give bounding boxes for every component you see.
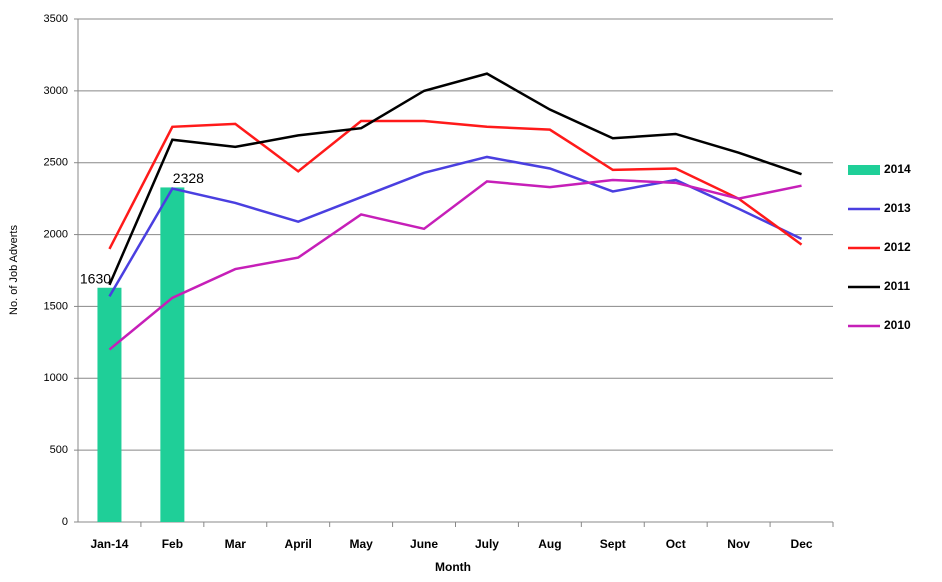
x-axis-label: Month <box>435 560 471 574</box>
x-tick-label: Dec <box>791 537 813 551</box>
x-tick-label: May <box>349 537 373 551</box>
y-tick-label: 3500 <box>44 13 68 25</box>
bar <box>97 287 122 522</box>
line <box>108 119 803 250</box>
line <box>108 72 802 286</box>
x-tick-label: April <box>285 537 312 551</box>
bar <box>160 187 185 522</box>
y-tick-label: 1000 <box>44 372 68 384</box>
x-tick-label: July <box>475 537 499 551</box>
legend-label: 2012 <box>884 240 911 254</box>
line <box>108 178 802 351</box>
x-tick-label: Feb <box>162 537 183 551</box>
y-tick-label: 0 <box>62 516 68 528</box>
x-tick-label: Mar <box>225 537 247 551</box>
x-tick-label: Oct <box>666 537 686 551</box>
y-axis-label: No. of Job Adverts <box>8 225 20 315</box>
y-tick-label: 2000 <box>44 228 68 240</box>
data-label: 2328 <box>173 170 204 186</box>
x-tick-label: Sept <box>600 537 626 551</box>
y-tick-label: 2500 <box>44 157 68 169</box>
legend-label: 2011 <box>884 279 910 293</box>
x-tick-label: Aug <box>538 537 561 551</box>
legend-label: 2014 <box>884 162 911 176</box>
legend-label: 2013 <box>884 201 911 215</box>
y-tick-label: 3000 <box>44 85 68 97</box>
legend-label: 2010 <box>884 318 911 332</box>
x-tick-label: Nov <box>727 537 750 551</box>
legend-swatch <box>848 165 880 175</box>
x-tick-label: Jan-14 <box>90 537 128 551</box>
y-tick-label: 500 <box>50 444 68 456</box>
data-label: 1630 <box>80 270 111 286</box>
y-tick-label: 1500 <box>44 300 68 312</box>
x-tick-label: June <box>410 537 438 551</box>
